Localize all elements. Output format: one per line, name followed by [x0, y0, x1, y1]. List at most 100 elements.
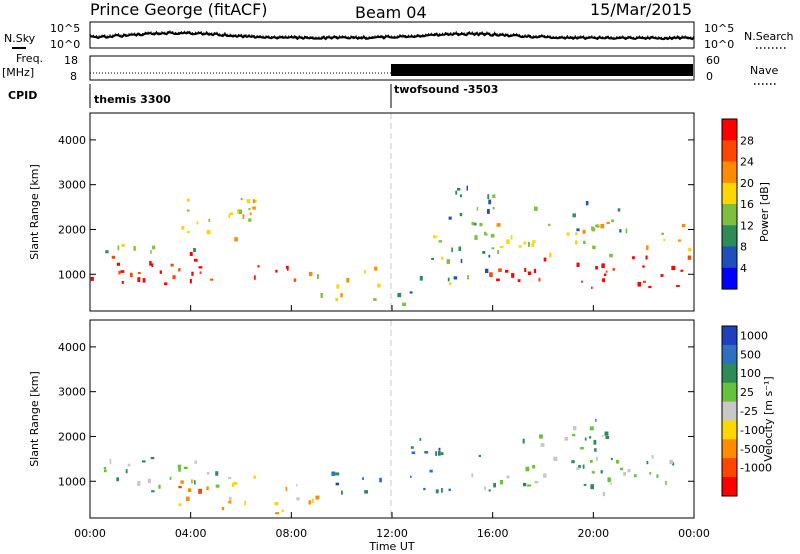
echo-cell [116, 477, 119, 482]
colorbar-tick-label: 1000 [740, 329, 768, 342]
echo-cell [604, 273, 607, 276]
echo-cell [410, 446, 414, 449]
echo-cell [441, 256, 444, 260]
echo-cell [596, 225, 600, 228]
echo-cell [602, 278, 605, 283]
echo-cell [532, 240, 536, 244]
echo-cell [625, 228, 628, 234]
echo-cell [441, 488, 443, 493]
echo-cell [252, 206, 256, 210]
echo-cell [191, 271, 194, 276]
echo-cell [397, 292, 402, 298]
echo-cell [487, 209, 490, 214]
echo-cell [364, 270, 366, 274]
echo-cell [105, 250, 109, 254]
echo-cell [423, 487, 426, 491]
echo-cell [485, 268, 489, 273]
echo-cell [193, 248, 196, 253]
colorbar-tick-label: 20 [740, 177, 754, 190]
echo-cell [311, 498, 314, 503]
echo-cell [591, 286, 593, 289]
echo-cell [178, 268, 181, 272]
echo-cell [466, 185, 468, 191]
echo-cell [188, 488, 192, 492]
freq-panel [89, 55, 695, 81]
echo-cell [183, 466, 188, 470]
echo-cell [492, 194, 496, 198]
echo-cell [661, 232, 664, 235]
echo-cell [90, 276, 94, 281]
echo-cell [448, 282, 452, 286]
echo-cell [609, 253, 613, 258]
echo-cell [619, 229, 622, 233]
echo-cell [274, 502, 279, 506]
echo-cell [435, 489, 439, 494]
echo-cell [181, 226, 185, 230]
nsearch-label: N.Search [744, 30, 794, 43]
echo-cell [671, 265, 676, 271]
echo-cell [576, 228, 580, 232]
echo-cell [172, 275, 176, 280]
echo-cell [185, 496, 190, 501]
echo-cell [496, 223, 501, 227]
colorbar-cell [722, 161, 737, 184]
echo-cell [511, 273, 515, 278]
freq-tick-bottom: 8 [70, 70, 77, 83]
echo-cell [362, 477, 364, 480]
echo-cell [591, 471, 595, 474]
echo-cell [242, 214, 245, 219]
x-tick-label: 00:00 [74, 527, 106, 540]
colorbar-cell [722, 225, 737, 248]
echo-cell [538, 277, 541, 282]
freq-unit: [MHz] [2, 66, 34, 79]
echo-cell [240, 197, 243, 201]
echo-cell [572, 213, 576, 218]
echo-cell [149, 260, 152, 266]
echo-cell [191, 479, 193, 484]
echo-cell [335, 297, 339, 302]
echo-cell [476, 207, 479, 211]
echo-cell [575, 232, 578, 236]
echo-cell [596, 223, 600, 227]
echo-cell [459, 212, 463, 217]
echo-cell [669, 459, 674, 465]
echo-cell [296, 497, 300, 501]
echo-cell [198, 266, 203, 269]
echo-cell [612, 268, 615, 271]
colorbar-tick-label: 24 [740, 156, 754, 169]
echo-cell [234, 237, 238, 242]
echo-cell [543, 473, 547, 478]
echo-cell [593, 439, 597, 445]
echo-cell [600, 470, 603, 474]
colorbar-cell [722, 246, 737, 269]
echo-cell [447, 277, 450, 282]
colorbar-cell [722, 458, 737, 478]
echo-cell [120, 270, 125, 273]
echo-cell [248, 218, 252, 222]
y-tick-label: 4000 [58, 134, 86, 147]
echo-cell [525, 466, 530, 472]
echo-cell [373, 298, 377, 301]
echo-cell [649, 471, 652, 475]
echo-cell [499, 480, 503, 485]
noise-sky-line [89, 31, 695, 41]
echo-cell [138, 272, 141, 275]
echo-cell [253, 475, 257, 479]
x-tick-label: 20:00 [577, 527, 609, 540]
echo-cell [482, 251, 486, 254]
power-echo-cells [90, 185, 692, 307]
echo-cell [620, 467, 623, 471]
freq-tick-top: 18 [64, 54, 78, 67]
echo-cell [467, 275, 469, 280]
colorbar-cell [722, 439, 737, 459]
y-tick-label: 2000 [58, 430, 86, 443]
echo-cell [610, 457, 613, 461]
echo-cell [642, 280, 646, 283]
power-panel: 1000 2000 3000 4000 [58, 112, 695, 312]
echo-cell [109, 458, 112, 464]
echo-cell [246, 199, 251, 204]
echo-cell [605, 436, 610, 440]
echo-cell [506, 239, 510, 244]
echo-cell [286, 268, 289, 271]
echo-cell [438, 447, 441, 451]
